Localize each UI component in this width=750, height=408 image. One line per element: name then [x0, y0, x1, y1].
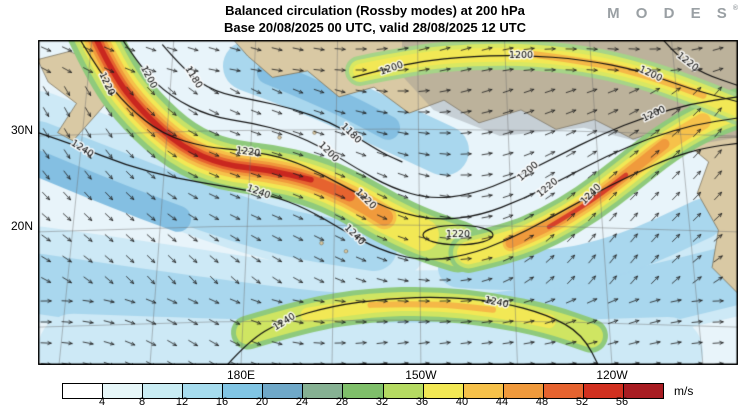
chart-title: Balanced circulation (Rossby modes) at 2…: [225, 3, 525, 18]
colorbar-cell: [223, 384, 264, 398]
x-axis-tick-label: 150W: [405, 368, 437, 382]
colorbar-cell: [383, 384, 424, 398]
chart-subtitle: Base 20/08/2025 00 UTC, valid 28/08/2025…: [223, 19, 527, 35]
colorbar-cell: [303, 384, 344, 398]
colorbar-tick-label: 56: [615, 396, 629, 408]
y-axis-tick-label: 20N: [10, 218, 33, 233]
colorbar-tick-label: 28: [335, 396, 349, 408]
colorbar-tick-label: 48: [535, 396, 549, 408]
colorbar-cell: [423, 384, 464, 398]
colorbar-cell: [263, 384, 304, 398]
colorbar-unit: m/s: [674, 384, 694, 398]
colorbar-cell: [63, 384, 104, 398]
colorbar-tick-label: 40: [455, 396, 469, 408]
colorbar-cell: [583, 384, 624, 398]
colorbar-cell: [143, 384, 184, 398]
colorbar-cell: [103, 384, 144, 398]
colorbar-cell: [623, 384, 663, 398]
colorbar: [62, 383, 664, 399]
colorbar-tick-label: 52: [575, 396, 589, 408]
colorbar-cell: [343, 384, 384, 398]
colorbar-tick-label: 16: [215, 396, 229, 408]
registered-mark: ®: [732, 5, 738, 12]
colorbar-tick-label: 12: [175, 396, 189, 408]
colorbar-tick-label: 20: [255, 396, 269, 408]
colorbar-cell: [543, 384, 584, 398]
x-axis-tick-label: 180E: [226, 368, 256, 382]
colorbar-tick-label: 36: [415, 396, 429, 408]
colorbar-tick-label: 4: [98, 396, 106, 408]
colorbar-tick-label: 8: [138, 396, 146, 408]
modes-logo: M O D E S®: [607, 5, 738, 22]
x-axis-tick-label: 120W: [596, 368, 628, 382]
colorbar-cell: [463, 384, 504, 398]
colorbar-cell: [183, 384, 224, 398]
y-axis-tick-label: 30N: [10, 123, 33, 138]
colorbar-cell: [503, 384, 544, 398]
colorbar-tick-label: 24: [295, 396, 309, 408]
colorbar-tick-label: 32: [375, 396, 389, 408]
chart-titles: Balanced circulation (Rossby modes) at 2…: [0, 3, 750, 37]
colorbar-tick-label: 44: [495, 396, 509, 408]
map-canvas: [38, 40, 738, 365]
